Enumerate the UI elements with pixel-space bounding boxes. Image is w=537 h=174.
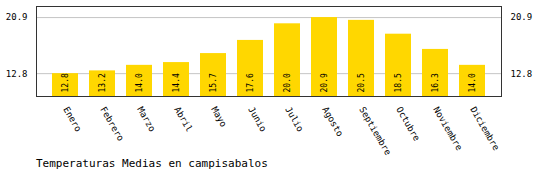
svg-text:20.9: 20.9: [511, 12, 533, 22]
svg-text:14.0: 14.0: [468, 73, 477, 92]
svg-text:16.3: 16.3: [431, 73, 440, 92]
svg-text:Febrero: Febrero: [98, 105, 126, 143]
html-text:Temperaturas Medias en campisa: Temperaturas Medias en campisabalos: [36, 157, 268, 170]
svg-text:Diciembre: Diciembre: [468, 105, 501, 152]
svg-text:14.0: 14.0: [135, 73, 144, 92]
svg-text:Junio: Junio: [246, 105, 268, 133]
svg-text:18.5: 18.5: [394, 73, 403, 92]
svg-text:Abril: Abril: [172, 105, 194, 133]
svg-text:Enero: Enero: [61, 105, 83, 133]
svg-text:Marzo: Marzo: [135, 105, 157, 133]
svg-text:14.4: 14.4: [172, 73, 181, 92]
svg-text:20.5: 20.5: [357, 73, 366, 92]
svg-text:Septiembre: Septiembre: [357, 105, 393, 156]
svg-text:12.8: 12.8: [511, 69, 533, 79]
svg-text:13.2: 13.2: [98, 73, 107, 92]
svg-text:Noviembre: Noviembre: [431, 105, 464, 152]
svg-text:Octubre: Octubre: [394, 105, 422, 143]
svg-text:12.8: 12.8: [6, 69, 28, 79]
svg-text:17.6: 17.6: [246, 73, 255, 92]
svg-text:Agosto: Agosto: [320, 105, 345, 138]
svg-text:20.0: 20.0: [283, 73, 292, 92]
svg-text:20.9: 20.9: [6, 12, 28, 22]
svg-text:Mayo: Mayo: [209, 105, 229, 129]
svg-text:12.8: 12.8: [61, 73, 70, 92]
svg-text:20.9: 20.9: [320, 73, 329, 92]
svg-text:Julio: Julio: [283, 105, 305, 133]
svg-text:15.7: 15.7: [209, 73, 218, 92]
